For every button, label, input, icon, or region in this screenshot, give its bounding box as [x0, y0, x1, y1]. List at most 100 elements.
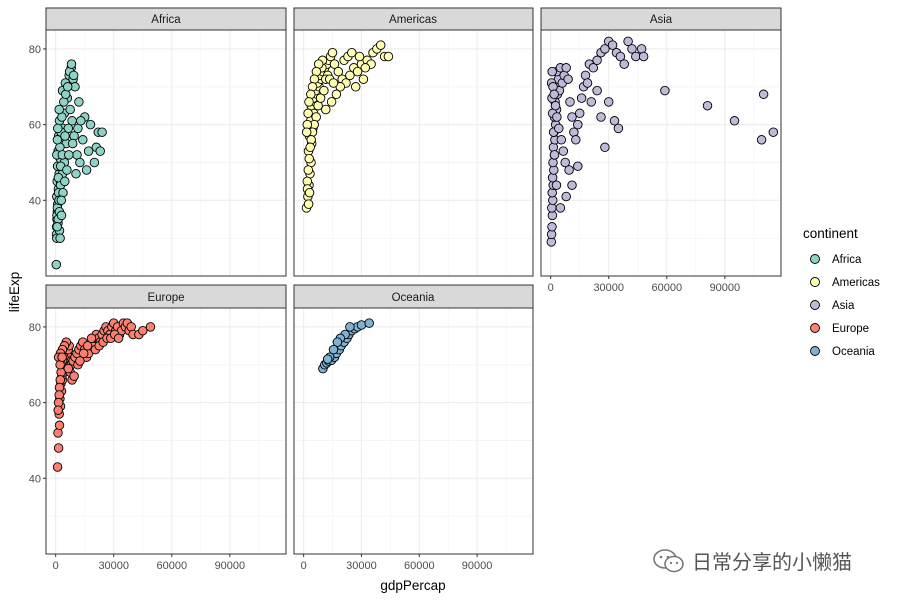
data-point [660, 85, 670, 96]
legend-label-africa: Africa [832, 254, 862, 266]
data-point [607, 40, 618, 50]
data-point [631, 51, 641, 62]
panel-americas: Americas [293, 7, 534, 277]
data-point [571, 135, 581, 145]
data-point [627, 44, 637, 54]
data-point [68, 70, 79, 81]
data-point [623, 36, 633, 47]
frame-africa [45, 29, 287, 277]
data-point [322, 354, 333, 364]
data-point [586, 97, 597, 107]
legend-title: continent [803, 226, 858, 241]
data-point [548, 157, 558, 168]
data-point [613, 123, 624, 134]
data-point [567, 180, 577, 190]
data-point [582, 78, 593, 88]
data-point [560, 157, 570, 168]
data-point [561, 63, 571, 73]
x-tick-label: 60000 [157, 560, 188, 572]
legend-label-europe: Europe [832, 323, 869, 335]
data-point [551, 180, 562, 190]
data-point [78, 348, 89, 359]
data-point [304, 187, 315, 198]
legend-key-asia [810, 300, 820, 310]
y-axis-africa: 40 60 80 [29, 44, 46, 207]
y-tick-label: 80 [29, 322, 41, 334]
data-point [89, 157, 100, 168]
data-point [600, 142, 610, 153]
legend-label-asia: Asia [832, 300, 855, 312]
data-point [360, 63, 371, 73]
x-tick-label: 60000 [404, 560, 435, 572]
frame-oceania [293, 307, 534, 555]
data-point [600, 44, 610, 54]
data-point [85, 119, 96, 130]
data-point [54, 420, 65, 431]
data-point [729, 116, 740, 126]
data-point [328, 78, 339, 88]
data-point [58, 187, 68, 198]
data-point [63, 363, 74, 374]
data-point [565, 97, 575, 107]
gridlines-asia [541, 30, 781, 276]
strip-label-oceania: Oceania [392, 292, 435, 304]
strip-label-asia: Asia [650, 14, 673, 26]
data-point [615, 51, 626, 62]
panel-asia: Asia [540, 7, 782, 277]
data-point [619, 59, 629, 69]
x-tick-label: 0 [301, 560, 307, 572]
data-point [303, 108, 313, 119]
data-point [768, 127, 779, 137]
x-axis-europe: 0 30000 60000 90000 [53, 554, 246, 572]
data-point [638, 51, 649, 62]
data-point [53, 428, 63, 438]
data-point [592, 85, 602, 96]
data-point [327, 47, 338, 58]
data-point [75, 356, 85, 366]
data-point [55, 233, 65, 243]
data-point [364, 318, 374, 328]
data-point [596, 112, 606, 122]
data-point [556, 135, 567, 145]
data-point [547, 222, 557, 232]
data-point [57, 352, 67, 362]
frame-americas [293, 29, 534, 277]
data-point [332, 337, 343, 347]
data-point [345, 70, 355, 81]
legend-label-oceania: Oceania [832, 346, 875, 358]
data-point [52, 222, 62, 232]
data-point [554, 123, 564, 134]
x-tick-label: 90000 [215, 560, 246, 572]
data-point [573, 161, 583, 171]
data-point [113, 333, 124, 344]
data-point [138, 325, 148, 336]
data-point [78, 135, 88, 145]
data-point [95, 146, 105, 156]
data-point [65, 104, 75, 115]
x-tick-label: 30000 [593, 282, 624, 294]
panel-background [541, 30, 781, 276]
data-point [304, 153, 314, 164]
data-point [549, 89, 559, 100]
data-point [350, 82, 361, 92]
data-point [333, 66, 344, 77]
x-axis-title: gdpPercap [380, 578, 445, 593]
x-tick-label: 0 [548, 282, 554, 294]
x-tick-label: 30000 [98, 560, 129, 572]
data-point [550, 100, 561, 111]
data-point [64, 150, 74, 160]
points-europe [52, 318, 156, 472]
data-point [547, 66, 557, 77]
data-point [305, 142, 315, 153]
frame-asia [540, 29, 782, 277]
legend-items: Africa Americas Asia Europe Oceania [810, 254, 880, 358]
data-point [303, 165, 314, 175]
y-tick-label: 60 [29, 120, 41, 132]
x-axis-asia: 0 30000 60000 90000 [548, 276, 740, 294]
data-point [375, 40, 386, 50]
data-point [347, 47, 357, 58]
data-point [66, 59, 77, 69]
x-tick-label: 0 [53, 560, 59, 572]
strip-label-americas: Americas [389, 14, 437, 26]
legend-key-oceania [810, 346, 820, 356]
